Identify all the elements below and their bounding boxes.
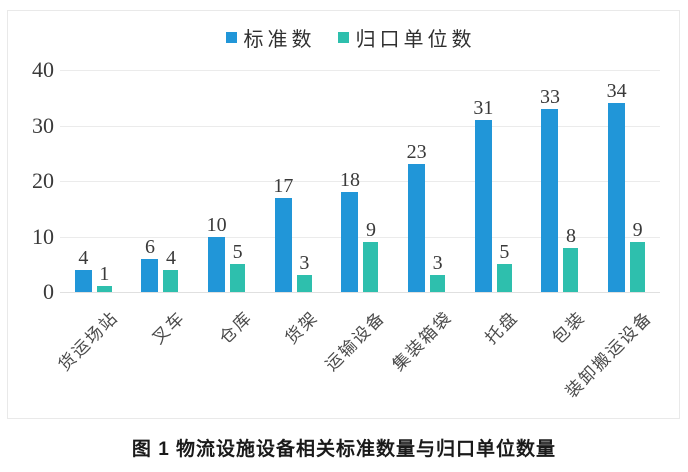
chart-frame: 标准数 归口单位数 0 10 20 30 40 4 1 6 4 10 5 17 3 18 9 23 3 31 5 3… [7, 10, 680, 419]
bar-s1-g9 [608, 103, 626, 292]
plot-area: 4 1 6 4 10 5 17 3 18 9 23 3 31 5 33 8 34 9 [60, 70, 660, 293]
bar-s1-g6 [408, 164, 426, 292]
value-label-s1-g9: 34 [606, 80, 627, 103]
value-label-s2-g5: 9 [365, 219, 376, 242]
units-swatch-icon [337, 32, 349, 43]
bar-group-7: 31 5 [460, 70, 527, 292]
bar-group-5: 18 9 [327, 70, 394, 292]
barwrap-s1-g3: 10 [207, 215, 227, 292]
value-label-s1-g5: 18 [339, 169, 360, 192]
barwrap-s2-g5: 9 [363, 220, 379, 292]
bar-s2-g8 [563, 247, 579, 292]
barwrap-s2-g9: 9 [630, 220, 646, 292]
bar-group-9: 34 9 [593, 70, 660, 292]
bar-group-4: 17 3 [260, 70, 327, 292]
barwrap-s2-g1: 1 [96, 264, 112, 292]
bar-s2-g7 [496, 264, 512, 292]
y-axis: 0 10 20 30 40 [32, 57, 54, 304]
bar-group-8: 33 8 [527, 70, 594, 292]
x-axis-labels: 货运场站 叉车 仓库 货架 运输设备 集装箱袋 托盘 包装 装卸搬运设备 [55, 292, 660, 417]
barwrap-s2-g7: 5 [496, 242, 512, 292]
value-label-s2-g6: 3 [432, 252, 443, 275]
barwrap-s1-g9: 34 [607, 81, 627, 292]
gridline-40 [60, 70, 660, 71]
bar-s1-g7 [474, 119, 492, 292]
barwrap-s1-g8: 33 [540, 87, 560, 292]
value-label-s1-g6: 23 [406, 141, 427, 164]
value-label-s1-g2: 6 [144, 235, 155, 258]
value-label-s2-g2: 4 [165, 246, 176, 269]
barwrap-s2-g2: 4 [163, 248, 179, 292]
barwrap-s2-g3: 5 [230, 242, 246, 292]
x-label-g7: 托盘 [482, 307, 523, 348]
bar-s2-g6 [430, 275, 446, 292]
x-label-g6: 集装箱袋 [388, 307, 456, 375]
value-label-s2-g7: 5 [499, 241, 510, 264]
x-axis-line [60, 292, 660, 293]
bar-group-3: 10 5 [193, 70, 260, 292]
value-label-s1-g4: 17 [273, 174, 294, 197]
bar-s1-g4 [274, 197, 292, 292]
x-label-g1: 货运场站 [55, 307, 123, 375]
legend-item-standards: 标准数 [225, 23, 316, 52]
bar-s1-g1 [74, 269, 92, 292]
bar-s2-g1 [96, 286, 112, 292]
barwrap-s1-g7: 31 [473, 98, 493, 292]
barwrap-s1-g2: 6 [141, 237, 159, 292]
bar-s1-g8 [541, 108, 559, 292]
barwrap-s1-g4: 17 [273, 176, 293, 292]
value-label-s1-g1: 4 [78, 246, 89, 269]
gridline-10 [60, 236, 660, 238]
standards-swatch-icon [225, 32, 237, 43]
bar-group-6: 23 3 [393, 70, 460, 292]
value-label-s1-g3: 10 [206, 213, 227, 236]
barwrap-s1-g6: 23 [407, 142, 427, 292]
x-label-g5: 运输设备 [321, 307, 389, 375]
bar-s2-g3 [230, 264, 246, 292]
bar-s2-g5 [363, 242, 379, 292]
barwrap-s2-g6: 3 [430, 253, 446, 292]
value-label-s1-g7: 31 [473, 96, 494, 119]
barwrap-s2-g4: 3 [296, 253, 312, 292]
gridline-30 [60, 125, 660, 127]
value-label-s2-g8: 8 [565, 224, 576, 247]
barwrap-s1-g5: 18 [340, 170, 360, 292]
legend-label-standards: 标准数 [243, 29, 316, 51]
x-label-g2: 叉车 [148, 307, 189, 348]
x-label-g8: 包装 [548, 307, 589, 348]
x-label-g3: 仓库 [215, 307, 256, 348]
gridline-20 [60, 181, 660, 182]
x-label-g4: 货架 [282, 307, 323, 348]
bar-s2-g4 [296, 275, 312, 292]
value-label-s1-g8: 33 [539, 85, 560, 108]
bar-s1-g3 [208, 236, 226, 292]
barwrap-s1-g1: 4 [74, 248, 92, 292]
bar-s1-g5 [341, 192, 359, 292]
legend-item-units: 归口单位数 [337, 23, 476, 52]
bar-s2-g9 [630, 242, 646, 292]
barwrap-s2-g8: 8 [563, 226, 579, 292]
value-label-s2-g4: 3 [299, 252, 310, 275]
value-label-s2-g1: 1 [99, 263, 110, 286]
bar-s1-g2 [141, 258, 159, 292]
legend-label-units: 归口单位数 [355, 29, 476, 51]
figure-caption: 图 1 物流设施设备相关标准数量与归口单位数量 [131, 439, 557, 460]
bar-s2-g2 [163, 269, 179, 292]
value-label-s2-g3: 5 [232, 241, 243, 264]
value-label-s2-g9: 9 [632, 219, 643, 242]
legend: 标准数 归口单位数 [8, 23, 679, 52]
